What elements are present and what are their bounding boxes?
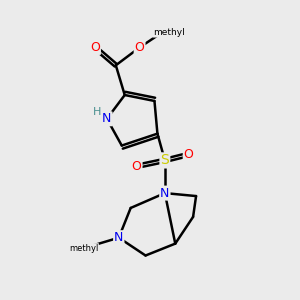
Text: O: O — [90, 41, 100, 54]
Text: O: O — [132, 160, 142, 173]
Text: N: N — [102, 112, 112, 125]
Text: S: S — [160, 153, 169, 167]
Text: O: O — [135, 41, 145, 54]
Text: methyl: methyl — [153, 28, 184, 37]
Text: N: N — [114, 231, 124, 244]
Text: methyl: methyl — [69, 244, 98, 253]
Text: N: N — [160, 187, 170, 200]
Text: H: H — [93, 107, 102, 117]
Text: O: O — [184, 148, 194, 161]
